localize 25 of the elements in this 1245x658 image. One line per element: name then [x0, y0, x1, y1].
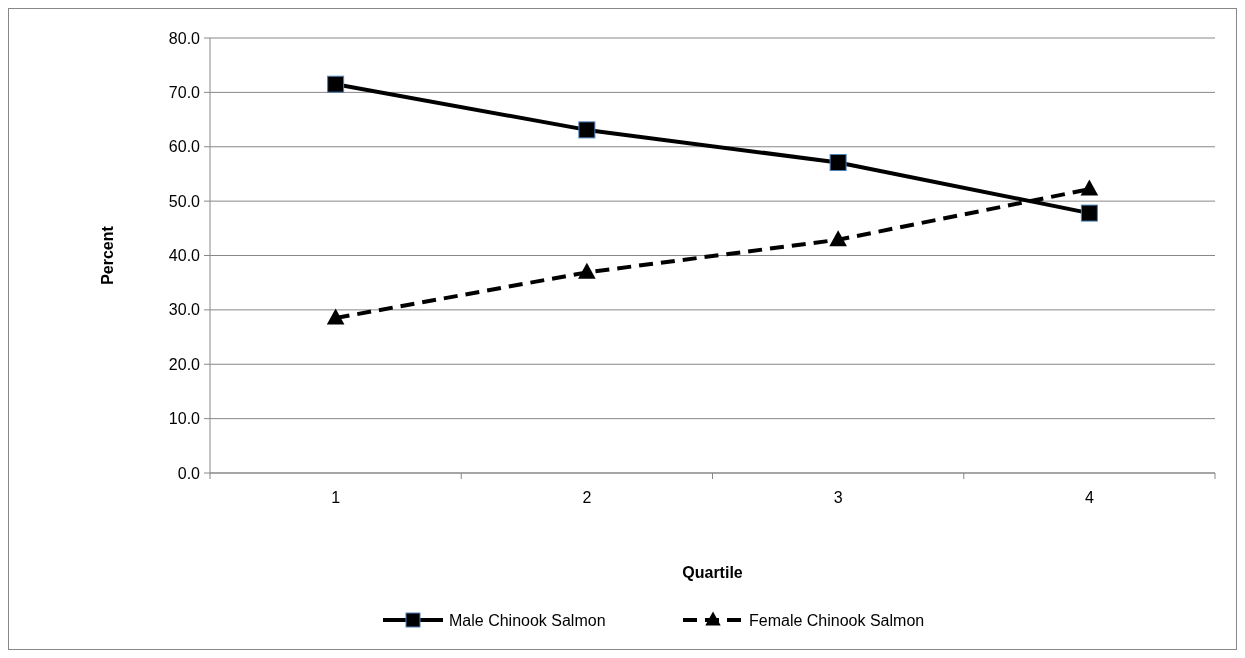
- legend-label: Female Chinook Salmon: [749, 611, 925, 629]
- x-tick-label: 2: [582, 489, 592, 506]
- point: [829, 154, 847, 172]
- point: [578, 262, 596, 279]
- x-tick-label: 3: [833, 489, 843, 506]
- point: [578, 121, 596, 139]
- y-axis-title: Percent: [99, 225, 116, 285]
- y-tick-label: 0.0: [177, 464, 201, 482]
- legend-label: Male Chinook Salmon: [449, 611, 606, 629]
- y-tick-label: 50.0: [168, 192, 201, 210]
- y-tick-label: 60.0: [168, 138, 201, 156]
- point: [326, 308, 345, 325]
- x-tick-label: 1: [331, 489, 341, 506]
- y-tick-label: 40.0: [168, 247, 201, 265]
- point: [1080, 179, 1099, 196]
- y-tick-label: 20.0: [168, 355, 201, 373]
- x-tick-label: 4: [1084, 489, 1094, 506]
- y-tick-label: 80.0: [168, 29, 201, 47]
- point: [1080, 204, 1098, 222]
- point: [829, 230, 847, 247]
- y-tick-label: 10.0: [168, 410, 201, 428]
- y-tick-label: 70.0: [168, 83, 201, 101]
- y-tick-label: 30.0: [168, 301, 201, 319]
- x-axis-title: Quartile: [682, 564, 743, 581]
- point: [327, 75, 345, 93]
